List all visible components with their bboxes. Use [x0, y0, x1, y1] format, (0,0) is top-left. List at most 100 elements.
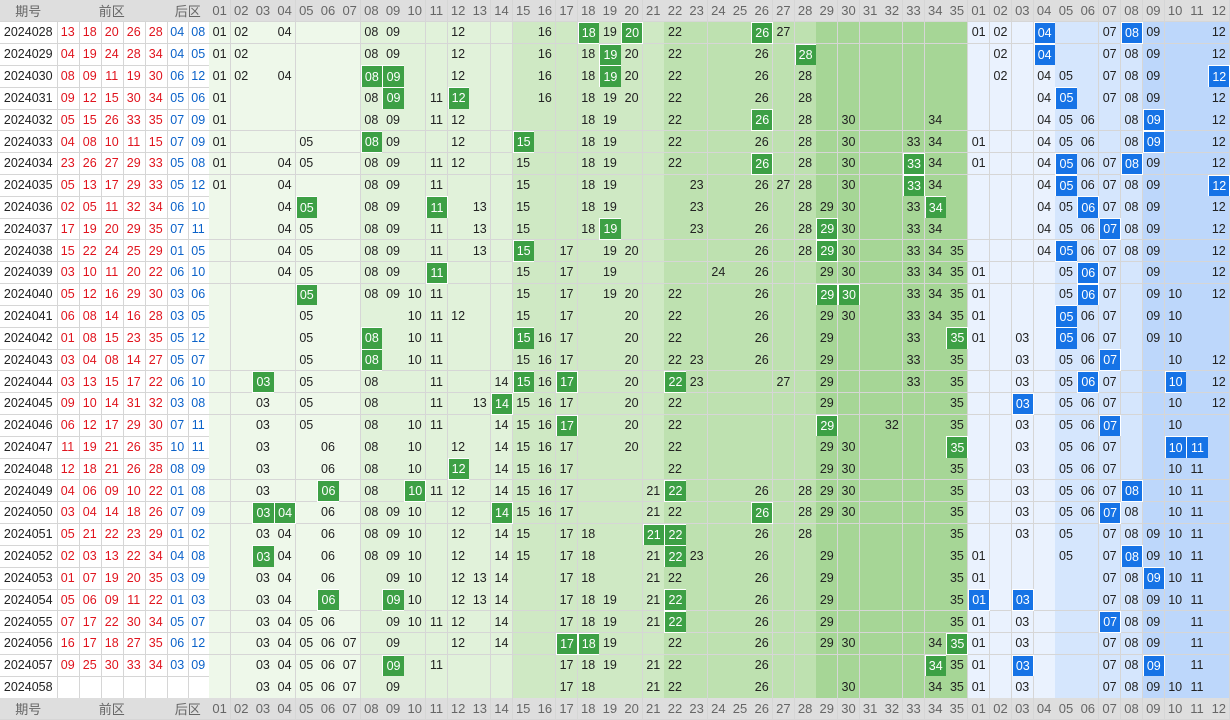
front-zone-cell [469, 109, 492, 132]
front-zone-cell [642, 349, 665, 372]
back-zone-cell [1186, 174, 1209, 197]
front-zone-cell [577, 436, 600, 459]
back-zone-number: 07 [1099, 261, 1122, 285]
front-zone-cell [274, 305, 297, 328]
front-zone-number: 16 [534, 370, 557, 394]
front-zone-number: 27 [772, 174, 795, 197]
back-zone-number: 01 [968, 305, 991, 328]
back-zone-number: 09 [1142, 87, 1165, 110]
back-zone-number: 05 [1055, 240, 1078, 263]
front-draw-number: 16 [123, 305, 146, 328]
back-draw-number: 08 [188, 545, 210, 568]
front-zone-cell [447, 174, 470, 197]
back-zone-number: 09 [1142, 567, 1165, 590]
front-zone-cell [339, 130, 362, 154]
front-zone-cell [230, 654, 253, 677]
front-zone-cell [599, 567, 622, 590]
back-zone-number: 09 [1142, 109, 1165, 132]
front-zone-cell [642, 196, 665, 219]
back-zone-number: 06 [1077, 130, 1100, 154]
front-zone-cell [707, 436, 730, 459]
front-zone-cell [230, 370, 253, 394]
back-zone-number: 07 [1099, 152, 1122, 176]
front-zone-cell [621, 610, 644, 634]
front-zone-cell [339, 567, 362, 590]
front-zone-cell [447, 327, 470, 350]
front-zone-cell [360, 632, 383, 656]
back-draw-number: 05 [188, 43, 210, 66]
back-zone-cell [1164, 610, 1187, 634]
front-zone-cell [274, 458, 297, 481]
front-number-header: 33 [902, 0, 926, 23]
front-zone-number: 23 [686, 174, 709, 197]
back-zone-number: 10 [1164, 501, 1187, 525]
front-zone-cell [469, 545, 492, 568]
front-zone-cell [534, 240, 557, 263]
back-zone-number: 12 [1208, 218, 1230, 241]
front-zone-number: 29 [816, 501, 839, 525]
back-zone-number: 07 [1099, 676, 1122, 699]
front-zone-cell [729, 196, 752, 219]
back-zone-cell [1077, 589, 1100, 612]
front-zone-number: 30 [837, 261, 861, 285]
back-zone-cell [989, 545, 1013, 568]
front-zone-number: 30 [837, 305, 861, 328]
front-zone-cell [816, 130, 839, 154]
front-draw-number: 33 [123, 654, 146, 677]
front-number-header: 19 [599, 0, 622, 23]
front-zone-cell [924, 87, 947, 110]
front-zone-cell [859, 392, 882, 416]
front-zone-cell [490, 65, 514, 88]
back-zone-number: 05 [1055, 370, 1078, 394]
back-zone-cell [1077, 632, 1100, 656]
back-zone-number: 11 [1186, 676, 1209, 699]
back-zone-number: 02 [989, 21, 1013, 45]
front-zone-cell [729, 610, 752, 634]
front-zone-cell [447, 240, 470, 263]
front-zone-cell [274, 414, 297, 437]
front-zone-number: 05 [295, 327, 318, 350]
front-draw-number: 11 [123, 589, 146, 612]
front-number-header: 09 [382, 0, 405, 23]
back-zone-cell [989, 240, 1013, 263]
front-zone-number: 20 [621, 21, 644, 45]
front-zone-cell [317, 174, 340, 197]
back-zone-number: 06 [1077, 414, 1100, 437]
front-draw-number: 35 [145, 632, 168, 656]
front-zone-cell [881, 501, 904, 525]
front-number-header: 25 [729, 0, 752, 23]
front-number-header: 11 [425, 698, 449, 720]
front-zone-number: 09 [382, 43, 405, 66]
front-number-header: 07 [339, 698, 362, 720]
front-zone-number: 30 [837, 152, 861, 176]
front-zone-cell [534, 632, 557, 656]
front-zone-number: 16 [534, 501, 557, 525]
back-zone-cell [1077, 610, 1100, 634]
front-zone-cell [577, 414, 600, 437]
back-draw-number: 04 [167, 43, 189, 66]
back-zone-cell [989, 109, 1013, 132]
front-zone-cell [599, 545, 622, 568]
back-zone-number: 06 [1077, 327, 1100, 350]
front-zone-number: 17 [555, 283, 579, 306]
front-zone-cell [317, 130, 340, 154]
front-zone-number: 10 [404, 523, 427, 546]
front-zone-cell [772, 152, 795, 176]
back-zone-cell [1011, 305, 1034, 328]
back-zone-number: 08 [1120, 196, 1144, 219]
front-draw-number: 19 [79, 436, 102, 459]
front-zone-cell [686, 21, 709, 45]
back-zone-number: 07 [1099, 370, 1122, 394]
front-draw-number: 15 [101, 87, 124, 110]
front-number-header: 03 [252, 698, 275, 720]
back-zone-number: 07 [1099, 283, 1122, 306]
front-zone-number: 01 [209, 21, 232, 45]
back-zone-cell [1055, 654, 1078, 677]
front-draw-number: 03 [57, 261, 80, 285]
front-number-header: 32 [881, 698, 904, 720]
back-draw-number: 06 [167, 632, 189, 656]
back-draw-number: 12 [188, 65, 210, 88]
front-number-header: 34 [924, 698, 947, 720]
front-zone-cell [837, 43, 861, 66]
front-zone-cell [772, 436, 795, 459]
